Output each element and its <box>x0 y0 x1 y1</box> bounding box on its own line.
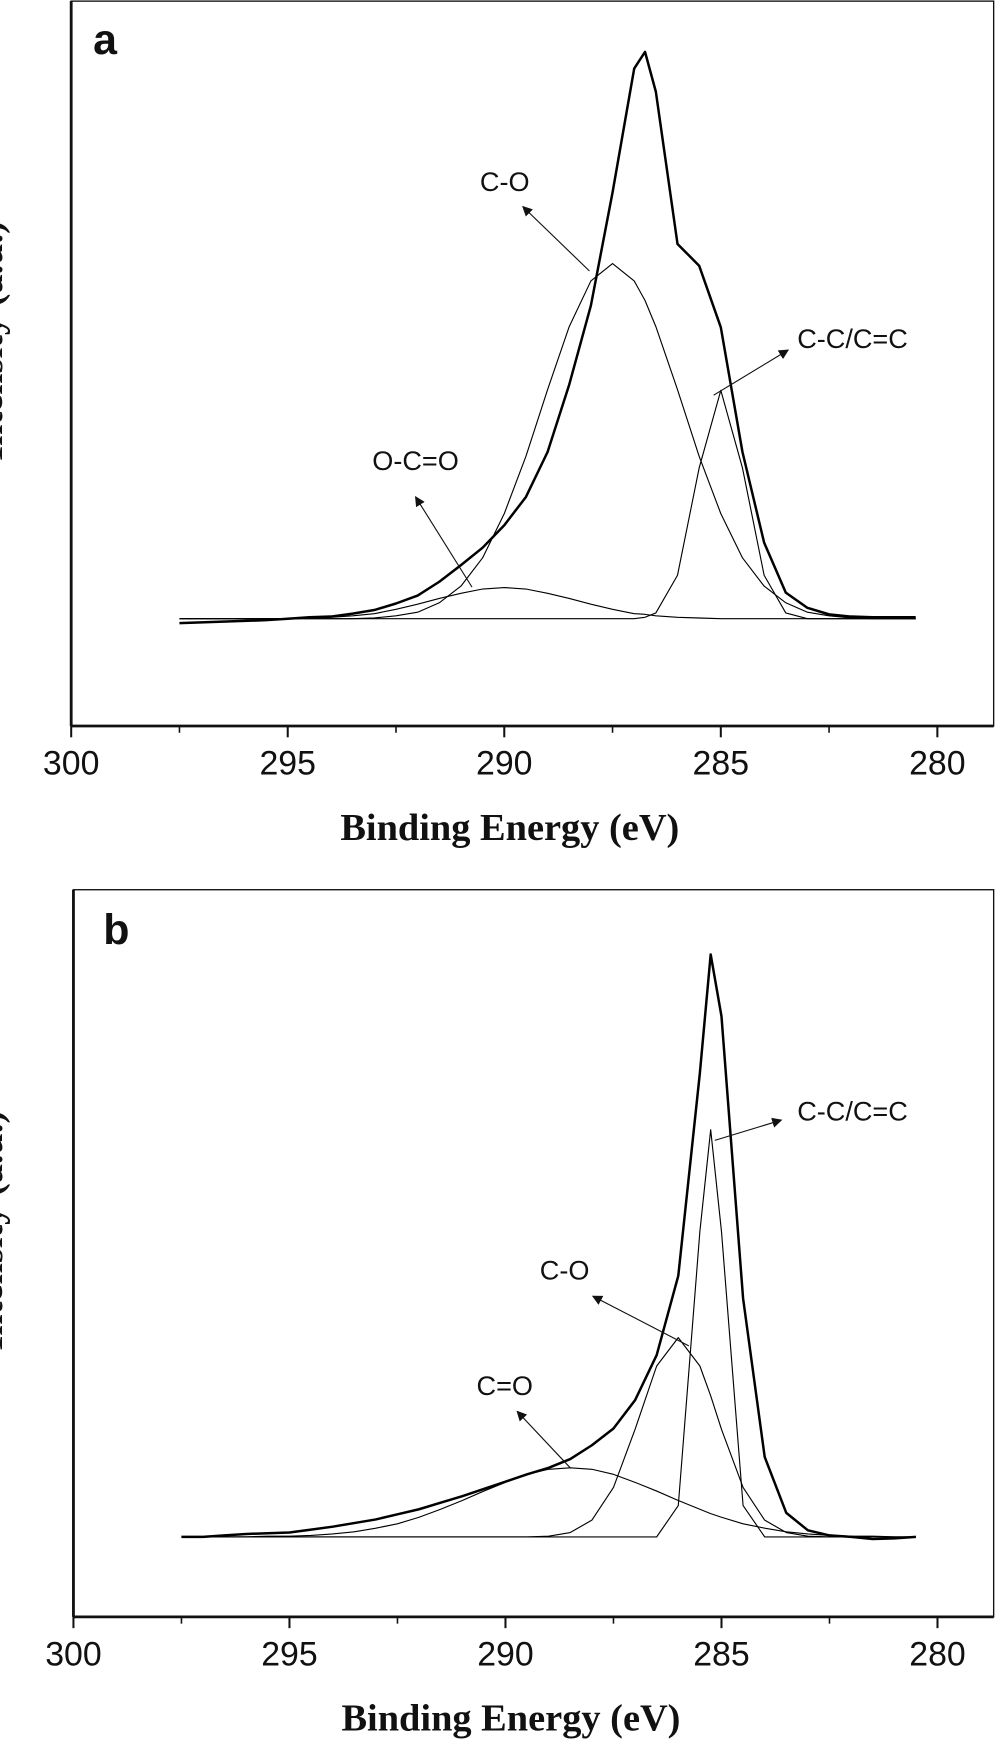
annotation-arrow <box>516 1410 571 1469</box>
y-axis-label: Intensity (a.u.) <box>0 1111 11 1351</box>
annotation: C-O <box>540 1255 590 1286</box>
x-tick-label: 285 <box>693 1635 749 1673</box>
x-tick-label: 280 <box>909 744 966 782</box>
annotation: C-O <box>480 166 530 197</box>
x-tick-label: 295 <box>261 1635 318 1673</box>
component-line <box>181 1129 916 1538</box>
x-tick-label: 295 <box>259 744 316 782</box>
plot-frame <box>72 889 995 1618</box>
x-tick-label: 280 <box>909 1635 966 1673</box>
annotation-arrow <box>522 205 590 272</box>
annotation: C-C/C=C <box>797 1095 908 1126</box>
envelope-line <box>179 50 916 625</box>
component-line <box>179 586 916 620</box>
annotation: C-C/C=C <box>797 323 908 354</box>
x-tick-label: 290 <box>477 1635 534 1673</box>
panel-label: b <box>103 906 129 954</box>
x-tick-label: 300 <box>45 1635 102 1673</box>
x-tick-label: 300 <box>43 744 100 782</box>
x-axis-label: Binding Energy (eV) <box>340 807 679 849</box>
y-axis-label: Intensity (a.u.) <box>0 221 11 461</box>
x-tick-label: 285 <box>693 744 750 782</box>
x-tick-label: 290 <box>476 744 533 782</box>
annotation-arrow <box>415 495 473 588</box>
annotation: C=O <box>477 1370 533 1401</box>
panel-label: a <box>93 16 118 64</box>
annotation-arrow <box>591 1295 690 1347</box>
x-axis-label: Binding Energy (eV) <box>341 1698 680 1740</box>
component-line <box>179 262 916 620</box>
component-line <box>179 389 916 620</box>
component-line <box>181 1337 916 1538</box>
annotation: O-C=O <box>372 445 459 476</box>
envelope-line <box>181 953 916 1541</box>
component-line <box>181 1467 916 1538</box>
annotation-arrow <box>713 349 790 396</box>
annotation-arrow <box>714 1117 783 1141</box>
